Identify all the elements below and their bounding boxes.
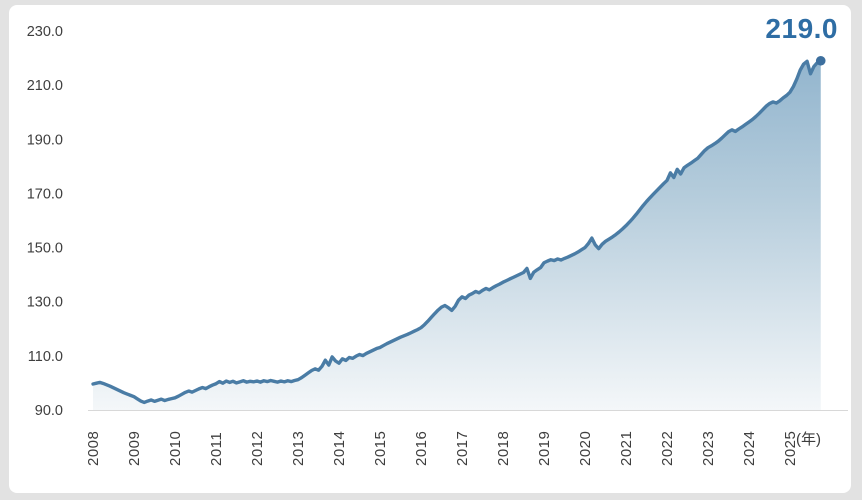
latest-value-label: 219.0 [765,13,838,44]
y-tick-label: 90.0 [35,403,63,419]
end-dot [815,55,826,66]
x-tick-label: 2012 [249,431,266,466]
x-tick-label: 2010 [167,431,184,466]
x-tick-label: 2024 [741,431,758,466]
x-tick-label: 2022 [659,431,676,466]
x-axis-unit-label: (年) [796,431,821,448]
y-tick-label: 150.0 [27,241,63,257]
x-tick-label: 2021 [618,431,635,466]
x-tick-label: 2017 [454,431,471,466]
y-tick-label: 130.0 [27,295,63,311]
last-point-marker [815,55,826,66]
line-path [91,59,823,405]
x-tick-label: 2015 [372,431,389,466]
x-tick-label: 2023 [700,431,717,466]
x-tick-label: 2018 [495,431,512,466]
y-tick-label: 170.0 [27,186,63,202]
x-tick-label: 2008 [85,431,102,466]
y-tick-label: 210.0 [27,78,63,94]
x-tick-label: 2020 [577,431,594,466]
area-path [93,60,821,410]
x-axis-labels: 2008 2009 2010 2011 2012 2013 2014 2015 2016 2017… [85,431,799,466]
x-tick-label: 2016 [413,431,430,466]
y-axis-labels: 230.0 210.0 190.0 170.0 150.0 130.0 110.0 90.0 [27,24,63,419]
x-tick-label: 2011 [208,432,225,466]
y-tick-label: 110.0 [28,349,63,365]
data-line [91,59,823,405]
area-fill [93,60,821,410]
y-tick-label: 190.0 [27,132,63,148]
x-tick-label: 2014 [331,431,348,466]
x-tick-label: 2009 [126,431,143,466]
x-tick-label: 2019 [536,431,553,466]
x-tick-label: 2025 [782,431,799,466]
x-tick-label: 2013 [290,431,307,466]
y-tick-label: 230.0 [27,24,63,40]
